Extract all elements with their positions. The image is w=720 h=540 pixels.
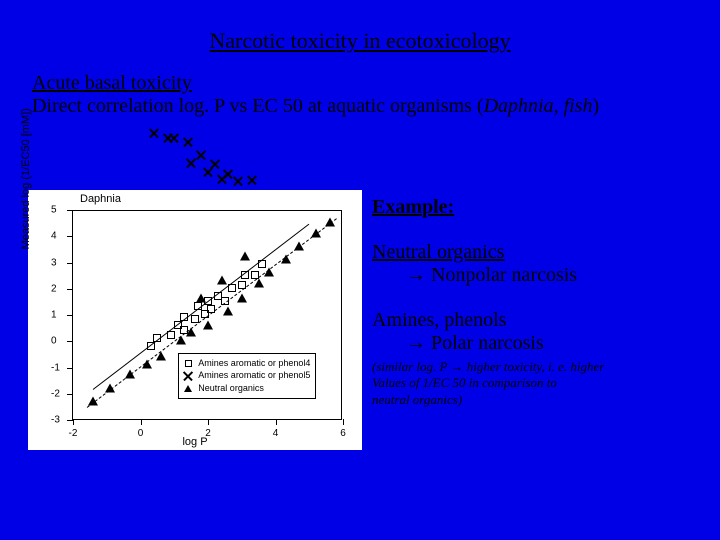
legend-item: Amines aromatic or phenol4 — [183, 357, 310, 370]
amines-phenols-block: Amines, phenols → Polar narcosis (simila… — [372, 309, 700, 408]
data-point — [223, 169, 233, 179]
polar-narcosis-label: Polar narcosis — [431, 332, 544, 354]
footnote-l1: (similar log. P → higher toxicity, i. e.… — [372, 359, 700, 375]
data-point — [247, 175, 257, 185]
polar-narcosis-line: → Polar narcosis — [372, 332, 700, 355]
y-tick-label: -1 — [51, 362, 60, 373]
footnote-l2: Values of 1/EC 50 in comparison to — [372, 375, 700, 391]
y-tick-label: 5 — [51, 205, 57, 216]
data-point — [228, 284, 236, 292]
data-point — [210, 159, 220, 169]
data-point — [183, 137, 193, 147]
content-row: Daphnia Measured log (1/EC50 [mM]) log P… — [0, 190, 720, 450]
x-tick-label: 6 — [340, 428, 346, 439]
y-tick-label: 0 — [51, 336, 57, 347]
legend-item: Amines aromatic or phenol5 — [183, 369, 310, 382]
right-column: Example: Neutral organics → Nonpolar nar… — [372, 190, 720, 450]
footnote: (similar log. P → higher toxicity, i. e.… — [372, 359, 700, 408]
nonpolar-narcosis-line: → Nonpolar narcosis — [372, 264, 700, 287]
subtitle-line-2: Direct correlation log. P vs EC 50 at aq… — [32, 95, 688, 118]
subtitle-block: Acute basal toxicity Direct correlation … — [0, 54, 720, 118]
data-point — [325, 218, 335, 227]
data-point — [156, 352, 166, 361]
x-tick-label: -2 — [69, 428, 78, 439]
arrow-icon: → — [406, 332, 426, 354]
data-point — [217, 275, 227, 284]
data-point — [294, 241, 304, 250]
scatter-chart: Daphnia Measured log (1/EC50 [mM]) log P… — [28, 190, 362, 450]
data-point — [167, 331, 175, 339]
plot-title: Daphnia — [80, 193, 121, 205]
data-point — [207, 305, 215, 313]
data-point — [196, 294, 206, 303]
data-point — [149, 128, 159, 138]
x-axis-label: log P — [182, 436, 207, 448]
x-tick-label: 4 — [273, 428, 279, 439]
data-point — [196, 150, 206, 160]
data-point — [147, 342, 155, 350]
y-tick-label: 2 — [51, 283, 57, 294]
data-point — [88, 396, 98, 405]
neutral-organics-label: Neutral organics — [372, 241, 700, 264]
data-point — [241, 271, 249, 279]
y-axis-label: Measured log (1/EC50 [mM]) — [20, 108, 32, 249]
chart-legend: Amines aromatic or phenol4Amines aromati… — [178, 353, 316, 399]
data-point — [142, 359, 152, 368]
data-point — [223, 307, 233, 316]
data-point — [176, 336, 186, 345]
data-point — [191, 315, 199, 323]
subtitle-2c: ) — [592, 95, 599, 117]
y-tick-label: 3 — [51, 257, 57, 268]
y-tick-label: -3 — [51, 415, 60, 426]
plot-area: -3-2-1012345-20246Amines aromatic or phe… — [72, 210, 342, 420]
footnote-l3: neutral organics) — [372, 392, 700, 408]
data-point — [237, 294, 247, 303]
data-point — [186, 158, 196, 168]
data-point — [105, 383, 115, 392]
subtitle-2-italic: Daphnia, fish — [484, 95, 593, 117]
data-point — [240, 252, 250, 261]
nonpolar-narcosis-label: Nonpolar narcosis — [431, 264, 577, 286]
example-heading: Example: — [372, 196, 700, 219]
y-tick-label: 1 — [51, 310, 57, 321]
data-point — [264, 268, 274, 277]
legend-item: Neutral organics — [183, 382, 310, 395]
y-tick-label: -2 — [51, 388, 60, 399]
data-point — [233, 176, 243, 186]
amines-phenols-label: Amines, phenols — [372, 309, 700, 332]
data-point — [254, 278, 264, 287]
arrow-icon: → — [406, 264, 426, 286]
subtitle-line-1: Acute basal toxicity — [32, 72, 688, 95]
y-tick-label: 4 — [51, 231, 57, 242]
slide-title: Narcotic toxicity in ecotoxicology — [0, 0, 720, 54]
data-point — [281, 254, 291, 263]
data-point — [238, 281, 246, 289]
data-point — [194, 302, 202, 310]
data-point — [186, 328, 196, 337]
x-tick-label: 2 — [205, 428, 211, 439]
data-point — [169, 133, 179, 143]
neutral-organics-block: Neutral organics → Nonpolar narcosis — [372, 241, 700, 287]
data-point — [311, 228, 321, 237]
data-point — [153, 334, 161, 342]
subtitle-2a: Direct correlation log. P vs EC 50 at aq… — [32, 95, 484, 117]
data-point — [203, 320, 213, 329]
data-point — [125, 370, 135, 379]
data-point — [180, 313, 188, 321]
data-point — [221, 297, 229, 305]
x-tick-label: 0 — [138, 428, 144, 439]
